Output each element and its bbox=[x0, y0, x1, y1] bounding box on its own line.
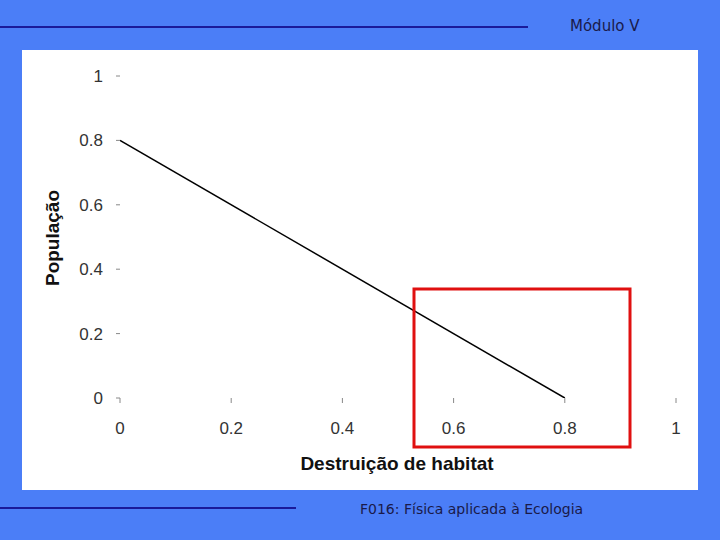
x-tick-label: 1 bbox=[671, 419, 680, 438]
x-tick-label: 0.2 bbox=[219, 419, 243, 438]
x-tick bbox=[564, 398, 565, 403]
header: Módulo V bbox=[570, 17, 640, 35]
y-tick bbox=[116, 269, 120, 270]
x-tick-label: 0.4 bbox=[331, 419, 355, 438]
x-tick bbox=[342, 398, 343, 403]
x-axis-label: Destruição de habitat bbox=[300, 453, 494, 474]
y-tick-label: 0.2 bbox=[79, 325, 103, 344]
y-tick bbox=[116, 398, 120, 399]
line-series bbox=[120, 140, 565, 398]
header-rule bbox=[0, 26, 528, 28]
x-tick bbox=[453, 398, 454, 403]
x-tick bbox=[676, 398, 677, 403]
y-tick-label: 0.6 bbox=[79, 196, 103, 215]
y-axis-label: População bbox=[42, 190, 63, 286]
y-tick bbox=[116, 140, 120, 141]
x-tick-label: 0 bbox=[115, 419, 124, 438]
y-tick-label: 0 bbox=[94, 389, 103, 408]
y-tick-label: 1 bbox=[94, 67, 103, 86]
y-tick bbox=[116, 204, 120, 205]
y-tick-label: 0.4 bbox=[79, 260, 103, 279]
footer: F016: Física aplicada à Ecologia bbox=[360, 501, 583, 517]
slide: Módulo V F016: Física aplicada à Ecologia… bbox=[0, 0, 720, 540]
x-tick bbox=[231, 398, 232, 403]
y-tick bbox=[116, 76, 120, 77]
chart-panel bbox=[22, 50, 698, 490]
highlight-box bbox=[414, 289, 630, 447]
plot-area bbox=[120, 140, 565, 398]
footer-rule bbox=[0, 507, 296, 509]
x-tick-label: 0.6 bbox=[442, 419, 466, 438]
y-tick-label: 0.8 bbox=[79, 131, 103, 150]
x-tick-label: 0.8 bbox=[553, 419, 577, 438]
x-tick bbox=[120, 398, 121, 403]
y-tick bbox=[116, 333, 120, 334]
